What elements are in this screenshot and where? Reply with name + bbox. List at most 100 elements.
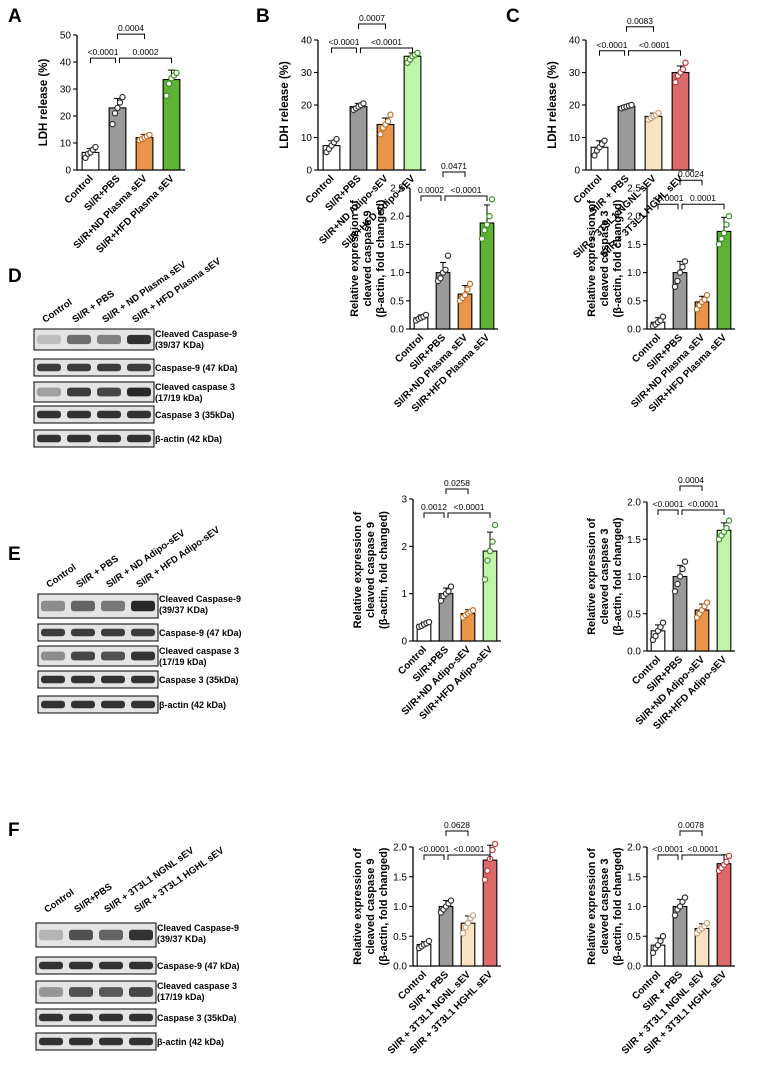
data-point [681, 894, 689, 901]
bar [349, 106, 368, 171]
blot-band [101, 651, 125, 661]
data-point [481, 876, 489, 883]
blot-band [39, 1037, 63, 1046]
p-value-label: 0.0004 [118, 23, 144, 33]
bar [716, 529, 732, 652]
blot-band [99, 929, 123, 941]
blot-band [101, 600, 125, 612]
blot-band [97, 434, 121, 443]
bar [672, 575, 688, 652]
data-point [173, 69, 180, 77]
significance-bracket [679, 830, 703, 836]
y-tick-label: 20 [60, 112, 72, 123]
data-point [671, 588, 679, 595]
bar [108, 107, 127, 171]
y-tick-label: 1.5 [627, 872, 641, 883]
blot-band [37, 387, 61, 397]
data-point [119, 93, 126, 101]
data-point [489, 846, 496, 854]
blot-band [39, 987, 63, 997]
blot-band [129, 961, 153, 970]
blot-row-label: Cleaved caspase 3 (17/19 kDa) [157, 981, 237, 1002]
blot-band [69, 1013, 93, 1022]
significance-bracket [681, 509, 725, 515]
significance-bracket [657, 509, 679, 515]
blot-band [69, 929, 93, 941]
p-value-label: <0.0001 [454, 844, 485, 854]
blot-strip [35, 956, 157, 975]
panel-label-b: B [256, 6, 270, 27]
y-tick-label: 1.5 [627, 240, 641, 251]
blot-band [99, 1013, 123, 1022]
y-axis-label: LDH release (%) [547, 61, 559, 149]
data-point [111, 110, 119, 117]
significance-bracket [681, 854, 725, 860]
blot-row-label: β-actin (42 kDa) [159, 700, 226, 710]
y-tick-label: 0 [306, 166, 312, 177]
y-axis-label: Relative expression ofcleaved caspase 3(… [586, 199, 624, 317]
lane-label: Control [40, 297, 74, 325]
blot-strip [37, 623, 159, 642]
blot-row-label: Caspase-9 (47 kDa) [155, 363, 238, 373]
blot-band [97, 410, 121, 419]
blot-row-label: Caspase-9 (47 kDa) [157, 961, 240, 971]
data-point [469, 607, 477, 614]
data-point [445, 588, 452, 595]
p-value-label: <0.0001 [329, 37, 360, 47]
blot-row-label: Caspase 3 (35kDa) [157, 1013, 237, 1023]
data-point [481, 576, 489, 583]
data-point [486, 547, 494, 555]
blot-band [71, 651, 95, 661]
blot-band [71, 628, 95, 637]
bar [617, 106, 636, 171]
bar [482, 859, 498, 967]
significance-bracket [445, 488, 469, 495]
y-tick-label: 1.5 [390, 240, 404, 251]
data-point [725, 517, 733, 524]
bar [482, 550, 498, 642]
blot-strip [37, 645, 159, 667]
significance-bracket [447, 512, 491, 519]
y-tick-label: 1.5 [393, 872, 407, 883]
significance-bracket [119, 57, 172, 64]
data-point [333, 135, 340, 143]
y-tick-label: 30 [60, 85, 72, 96]
p-value-label: <0.0001 [653, 499, 684, 509]
y-tick-label: 1.0 [627, 572, 641, 583]
blot-strip [35, 1008, 157, 1027]
y-axis-label: Relative expression ofcleaved caspase 3(… [586, 847, 624, 965]
significance-bracket [360, 47, 413, 53]
p-value-label: 0.0001 [690, 193, 716, 203]
bar [460, 922, 476, 967]
data-point [676, 269, 684, 276]
significance-bracket [599, 50, 625, 56]
panel-label-e: E [8, 544, 21, 565]
blot-band [69, 1037, 93, 1046]
blot-strip [35, 1032, 157, 1051]
blot-band [41, 628, 65, 637]
blot-band [67, 387, 91, 397]
y-tick-label: 50 [60, 31, 72, 42]
data-point [723, 221, 730, 228]
p-value-label: 0.0012 [421, 502, 447, 512]
significance-bracket [681, 203, 725, 210]
data-point [659, 619, 667, 626]
y-tick-label: 1.0 [393, 902, 407, 913]
significance-bracket [423, 854, 445, 860]
blot-band [37, 410, 61, 419]
data-point [591, 152, 598, 159]
data-point [649, 949, 657, 957]
data-point [703, 599, 711, 606]
data-point [679, 66, 687, 73]
data-point [414, 49, 421, 57]
data-point [674, 580, 681, 588]
p-value-label: 0.0002 [418, 185, 444, 195]
y-tick-label: 10 [569, 133, 581, 144]
panel-label-c: C [506, 6, 520, 27]
y-axis-label: Relative expression ofcleaved caspase 3(… [586, 517, 624, 635]
blot-band [99, 987, 123, 997]
blot-band [37, 363, 61, 372]
y-tick-label: 1.0 [627, 268, 641, 279]
